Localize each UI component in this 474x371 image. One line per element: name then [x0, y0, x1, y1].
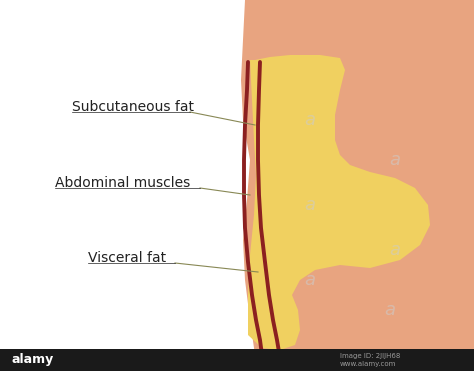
- Text: alamy: alamy: [12, 354, 54, 367]
- Polygon shape: [248, 55, 430, 350]
- Text: Subcutaneous fat: Subcutaneous fat: [72, 100, 194, 114]
- Text: Image ID: 2JIJH68: Image ID: 2JIJH68: [340, 353, 401, 359]
- Text: Visceral fat: Visceral fat: [88, 251, 166, 265]
- Text: a: a: [390, 241, 401, 259]
- Text: a: a: [304, 196, 316, 214]
- Text: a: a: [304, 111, 316, 129]
- Polygon shape: [241, 0, 474, 371]
- Text: Abdominal muscles: Abdominal muscles: [55, 176, 190, 190]
- Text: a: a: [384, 301, 395, 319]
- Text: a: a: [390, 151, 401, 169]
- Text: a: a: [304, 271, 316, 289]
- Text: www.alamy.com: www.alamy.com: [340, 361, 396, 367]
- Bar: [0, 349, 474, 371]
